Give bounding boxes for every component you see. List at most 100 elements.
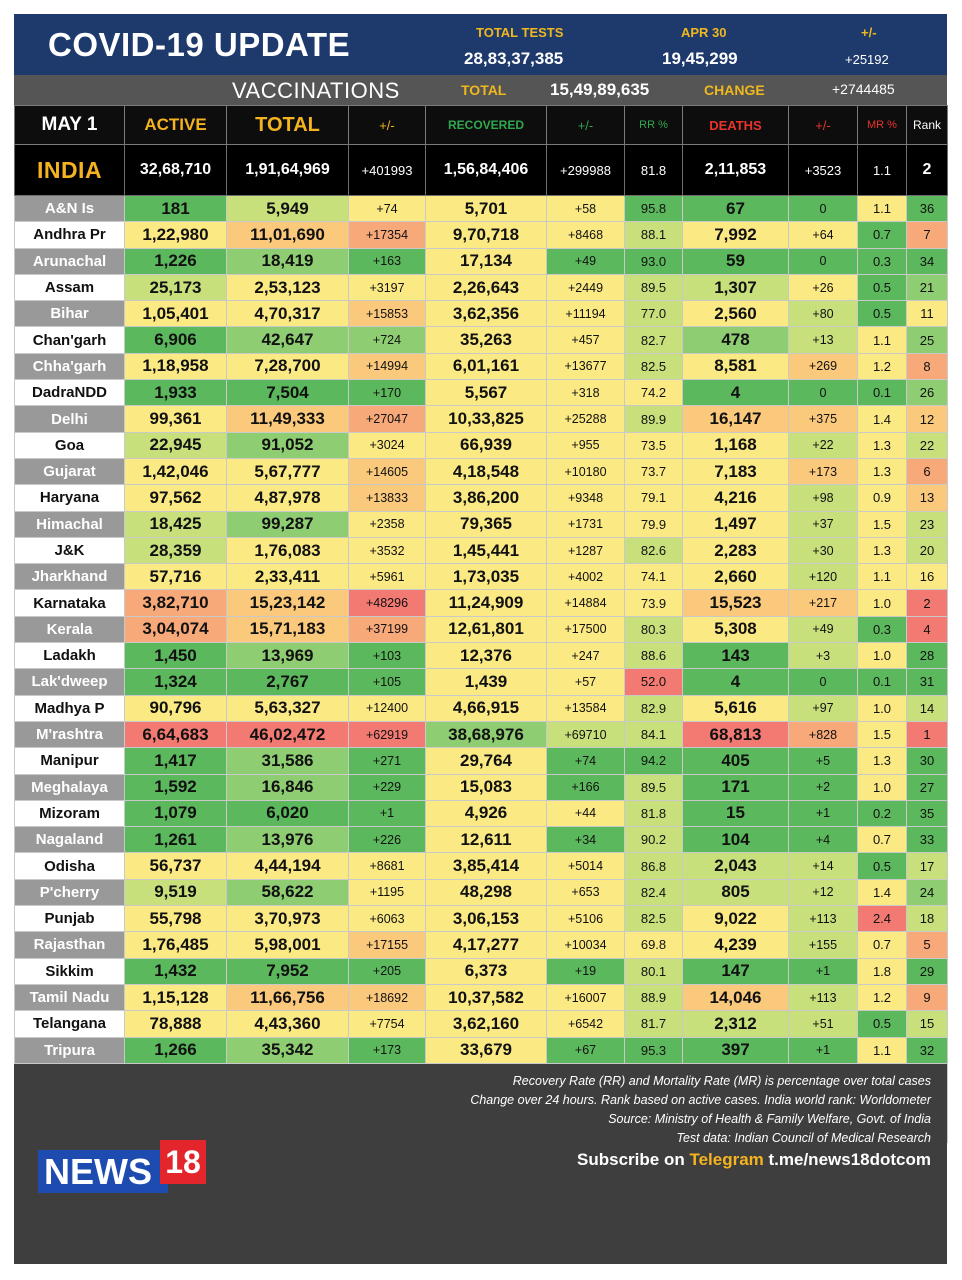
deaths-cell: 171	[682, 773, 789, 801]
deaths-change-cell: +12	[788, 878, 858, 907]
recovered-cell: 3,06,153	[425, 905, 547, 933]
state-name: Himachal	[14, 510, 125, 538]
rr-cell: 89.5	[624, 773, 683, 801]
table-row: Himachal 18,425 99,287 +2358 79,365 +1731 79.9…	[14, 510, 948, 538]
active-cell: 25,173	[124, 273, 227, 302]
state-name: Gujarat	[14, 457, 125, 486]
mr-cell: 0.1	[857, 379, 907, 407]
deaths-cell: 1,168	[682, 431, 789, 459]
total-cell: 18,419	[226, 247, 349, 275]
total-change-cell: +1	[348, 799, 426, 828]
india-deaths: 2,11,853	[682, 144, 789, 196]
rank-cell: 9	[906, 983, 948, 1012]
rr-cell: 81.7	[624, 1010, 683, 1038]
state-name: Assam	[14, 273, 125, 302]
state-name: Jharkhand	[14, 563, 125, 591]
tests-change-label: +/-	[861, 25, 877, 40]
mr-cell: 1.3	[857, 536, 907, 565]
recovered-cell: 5,567	[425, 379, 547, 407]
total-change-cell: +724	[348, 326, 426, 354]
table-row: Chha'garh 1,18,958 7,28,700 +14994 6,01,161 +…	[14, 352, 948, 381]
state-name: Punjab	[14, 905, 125, 933]
vaccinations-total-label: TOTAL	[461, 82, 507, 98]
recovered-cell: 4,66,915	[425, 694, 547, 722]
deaths-change-cell: +4	[788, 826, 858, 854]
total-change-cell: +48296	[348, 589, 426, 617]
footnotes: Recovery Rate (RR) and Mortality Rate (M…	[470, 1072, 931, 1148]
mr-cell: 2.4	[857, 905, 907, 933]
rr-cell: 89.5	[624, 273, 683, 302]
state-name: Chan'garh	[14, 326, 125, 354]
total-cell: 7,504	[226, 379, 349, 407]
mr-cell: 1.3	[857, 431, 907, 459]
state-name: M'rashtra	[14, 720, 125, 749]
header-row: MAY 1 ACTIVE TOTAL +/- RECOVERED +/- RR …	[14, 105, 948, 145]
total-cell: 13,969	[226, 642, 349, 670]
rank-cell: 7	[906, 221, 948, 249]
active-cell: 99,361	[124, 405, 227, 433]
infographic: COVID-19 UPDATE TOTAL TESTS 28,83,37,385…	[14, 14, 948, 1264]
total-header: TOTAL	[226, 105, 349, 145]
footer: NEWS 18 Recovery Rate (RR) and Mortality…	[14, 1064, 947, 1264]
india-label: INDIA	[14, 144, 125, 196]
mr-cell: 1.0	[857, 642, 907, 670]
total-change-cell: +17354	[348, 221, 426, 249]
deaths-change-cell: +1	[788, 957, 858, 985]
telegram-link[interactable]: t.me/news18dotcom	[763, 1150, 932, 1169]
deaths-change-cell: +120	[788, 563, 858, 591]
total-change-cell: +6063	[348, 905, 426, 933]
rank-cell: 30	[906, 747, 948, 775]
footnote: Test data: Indian Council of Medical Res…	[676, 1131, 931, 1145]
india-rank: 2	[906, 144, 948, 196]
total-cell: 3,70,973	[226, 905, 349, 933]
state-name: Rajasthan	[14, 931, 125, 959]
rr-cell: 82.5	[624, 905, 683, 933]
recovered-cell: 10,37,582	[425, 983, 547, 1012]
table-row: Jharkhand 57,716 2,33,411 +5961 1,73,035 +400…	[14, 563, 948, 591]
rr-cell: 52.0	[624, 668, 683, 696]
total-cell: 15,71,183	[226, 615, 349, 644]
deaths-cell: 2,043	[682, 852, 789, 880]
total-cell: 4,43,360	[226, 1010, 349, 1038]
table-row: Bihar 1,05,401 4,70,317 +15853 3,62,356 +1119…	[14, 300, 948, 328]
total-cell: 11,66,756	[226, 983, 349, 1012]
total-change-cell: +173	[348, 1036, 426, 1064]
table-row: Rajasthan 1,76,485 5,98,001 +17155 4,17,277 +…	[14, 931, 948, 959]
state-name: J&K	[14, 536, 125, 565]
table-row: P'cherry 9,519 58,622 +1195 48,298 +653 82.4 80…	[14, 878, 948, 907]
total-cell: 2,767	[226, 668, 349, 696]
total-change-cell: +271	[348, 747, 426, 775]
rr-cell: 82.7	[624, 326, 683, 354]
active-cell: 1,417	[124, 747, 227, 775]
footnote: Source: Ministry of Health & Family Welf…	[608, 1112, 931, 1126]
rank-cell: 36	[906, 194, 948, 223]
india-deaths-change: +3523	[788, 144, 858, 196]
recovered-cell: 48,298	[425, 878, 547, 907]
active-cell: 22,945	[124, 431, 227, 459]
rank-cell: 21	[906, 273, 948, 302]
logo-news-text: NEWS	[38, 1150, 168, 1193]
rank-cell: 27	[906, 773, 948, 801]
total-tests-value: 28,83,37,385	[464, 49, 564, 68]
rank-cell: 26	[906, 379, 948, 407]
deaths-change-cell: 0	[788, 247, 858, 275]
deaths-change-cell: 0	[788, 668, 858, 696]
deaths-change-cell: +5	[788, 747, 858, 775]
deaths-cell: 7,183	[682, 457, 789, 486]
india-rr: 81.8	[624, 144, 683, 196]
total-change-header: +/-	[348, 105, 426, 145]
recovered-change-cell: +67	[546, 1036, 625, 1064]
total-cell: 35,342	[226, 1036, 349, 1064]
total-change-cell: +74	[348, 194, 426, 223]
rr-cell: 82.4	[624, 878, 683, 907]
state-name: Delhi	[14, 405, 125, 433]
rr-cell: 88.9	[624, 983, 683, 1012]
mr-cell: 0.9	[857, 484, 907, 512]
active-cell: 1,22,980	[124, 221, 227, 249]
recovered-header: RECOVERED	[425, 105, 547, 145]
state-name: Tamil Nadu	[14, 983, 125, 1012]
rr-cell: 69.8	[624, 931, 683, 959]
total-change-cell: +13833	[348, 484, 426, 512]
tests-change-value: +25192	[845, 52, 889, 67]
recovered-change-cell: +9348	[546, 484, 625, 512]
